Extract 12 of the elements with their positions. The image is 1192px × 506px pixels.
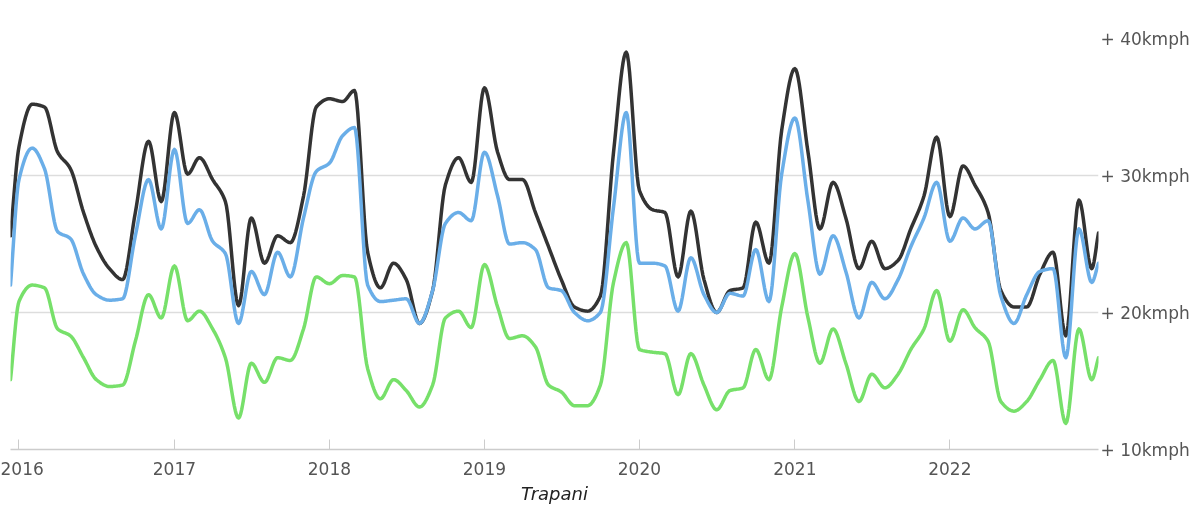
x-tick-label: 2019 [462, 458, 507, 479]
y-tick-label: + 30kmph [1100, 165, 1190, 186]
y-tick-label: + 20kmph [1100, 302, 1190, 323]
text: Trapani [521, 482, 588, 504]
y-tick-label: + 10kmph [1100, 439, 1190, 460]
x-tick-label: 2021 [773, 458, 817, 479]
x-tick-label: 2020 [617, 458, 662, 479]
y-tick-label: + 40kmph [1100, 28, 1190, 49]
x-tick-label: 2018 [307, 458, 352, 479]
x-tick-label: 2016 [0, 458, 44, 479]
x-tick-label: 2022 [928, 458, 972, 479]
x-tick-label: 2017 [152, 458, 197, 479]
